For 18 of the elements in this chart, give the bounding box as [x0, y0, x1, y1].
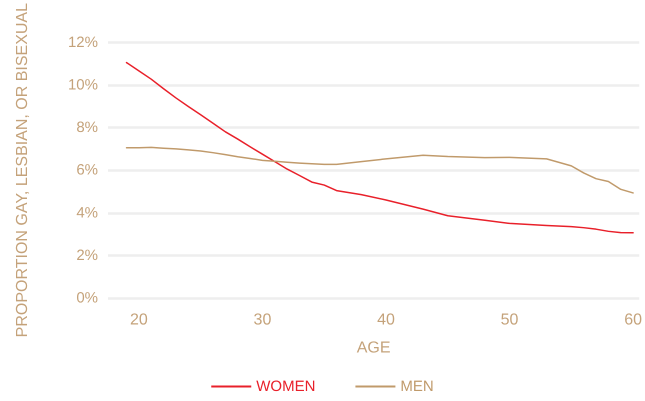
x-axis-title: AGE [356, 340, 391, 356]
x-tick-label: 30 [254, 312, 272, 328]
x-tick-label: 20 [130, 312, 148, 328]
y-tick-label: 0% [76, 290, 98, 306]
y-tick-label: 8% [76, 119, 98, 136]
y-axis-title: PROPORTION GAY, LESBIAN, OR BISEXUAL [14, 2, 31, 338]
y-tick-label: 4% [76, 204, 98, 222]
x-tick-label: 50 [500, 312, 519, 328]
line-series [126, 146, 634, 194]
y-tick-label: 12% [68, 34, 98, 51]
y-tick-label: 2% [76, 246, 98, 264]
x-tick-label: 60 [624, 312, 642, 328]
legend-label: WOMEN [256, 378, 316, 395]
y-tick-label: 10% [68, 76, 98, 94]
x-tick-label: 40 [377, 312, 395, 328]
y-tick-label: 6% [76, 162, 98, 179]
line-series [126, 62, 634, 234]
legend-label: MEN [400, 378, 434, 395]
